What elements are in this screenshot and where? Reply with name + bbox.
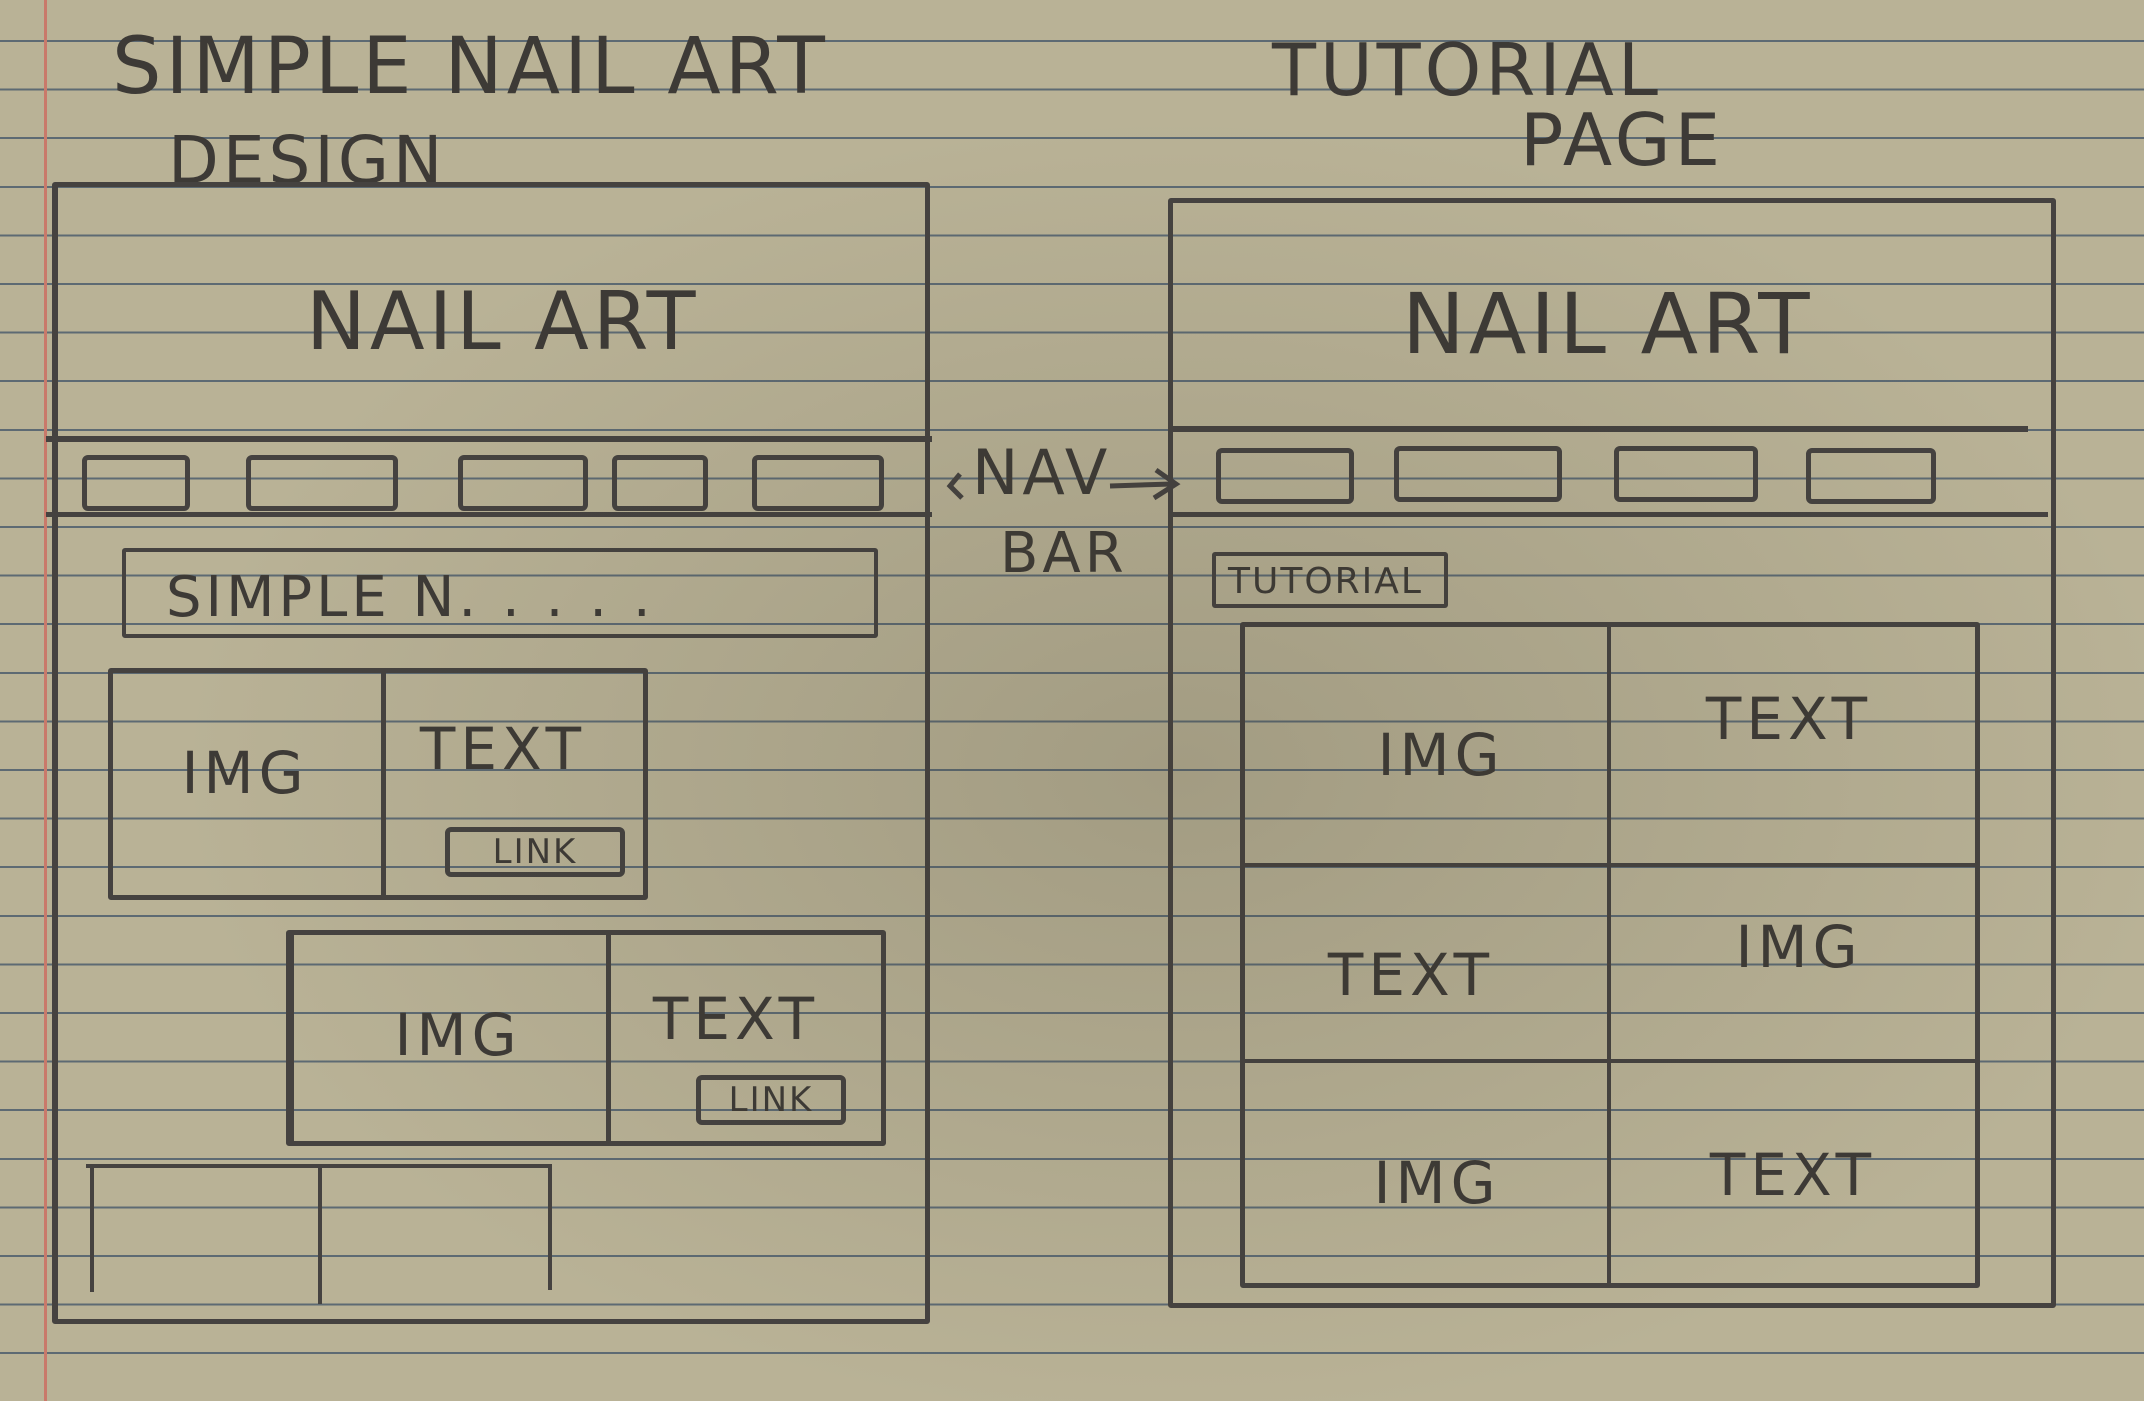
right-nav-item-2[interactable]: [1394, 446, 1562, 502]
left-card-2-text: TEXT: [652, 985, 820, 1053]
annotation-line2: BAR: [1000, 521, 1128, 586]
right-header-divider: [1168, 426, 2028, 432]
left-card-1: IMG TEXT LINK: [108, 668, 648, 900]
right-nav-divider: [1172, 512, 2048, 517]
left-card-1-img: IMG: [181, 739, 309, 807]
right-tutorial-grid: IMG TEXT TEXT IMG IMG TEXT: [1240, 622, 1980, 1288]
right-tutorial-tag-label: TUTORIAL: [1228, 561, 1423, 602]
right-grid-r3-c1: IMG: [1373, 1149, 1501, 1217]
left-card-1-divider: [381, 673, 386, 895]
right-nav-item-3[interactable]: [1614, 446, 1758, 502]
left-header-divider: [46, 436, 932, 442]
left-card-2-img: IMG: [394, 1001, 522, 1069]
left-card-2-divider: [606, 935, 611, 1141]
left-nav-item-3[interactable]: [458, 455, 588, 511]
right-grid-r2-c1: TEXT: [1327, 941, 1495, 1009]
right-grid-r3-c2: TEXT: [1709, 1141, 1877, 1209]
left-card-2-link[interactable]: LINK: [696, 1075, 846, 1125]
left-nav-divider: [46, 512, 932, 517]
right-nav-item-4[interactable]: [1806, 448, 1936, 504]
left-footer-card-left: [90, 1164, 94, 1292]
left-search-input[interactable]: SIMPLE N. . . . .: [122, 548, 878, 638]
right-grid-row-divider-1: [1245, 863, 1975, 867]
left-nav-item-4[interactable]: [612, 455, 708, 511]
right-grid-r2-c2: IMG: [1735, 913, 1863, 981]
right-grid-row-divider-2: [1245, 1059, 1975, 1063]
right-grid-column-divider: [1607, 627, 1611, 1283]
left-wireframe-frame: [52, 182, 930, 1324]
left-search-text: SIMPLE N. . . . .: [166, 565, 655, 630]
right-nav-item-1[interactable]: [1216, 448, 1354, 504]
left-nav-item-1[interactable]: [82, 455, 190, 511]
left-sketch-title-line1: SIMPLE NAIL ART: [112, 22, 829, 112]
left-card-2: IMG TEXT LINK: [286, 930, 886, 1146]
right-sketch-title-line2: PAGE: [1520, 98, 1725, 182]
left-footer-card-divider: [318, 1164, 322, 1304]
right-grid-r1-c1: IMG: [1377, 721, 1505, 789]
right-wireframe-frame: [1168, 198, 2056, 1308]
nav-bar-arrow: [946, 467, 1181, 501]
left-card-1-text: TEXT: [419, 715, 587, 783]
annotation-line1: NAV: [972, 436, 1112, 509]
left-footer-card-right: [548, 1164, 552, 1290]
right-grid-r1-c2: TEXT: [1705, 685, 1873, 753]
right-header-title: NAIL ART: [1402, 275, 1814, 373]
right-sketch-title-line1: TUTORIAL: [1272, 28, 1662, 112]
right-tutorial-tag[interactable]: TUTORIAL: [1212, 552, 1448, 608]
left-header-title: NAIL ART: [306, 275, 700, 368]
left-nav-item-5[interactable]: [752, 455, 884, 511]
notebook-margin-line: [44, 0, 47, 1401]
left-card-1-link[interactable]: LINK: [445, 827, 625, 877]
left-nav-item-2[interactable]: [246, 455, 398, 511]
